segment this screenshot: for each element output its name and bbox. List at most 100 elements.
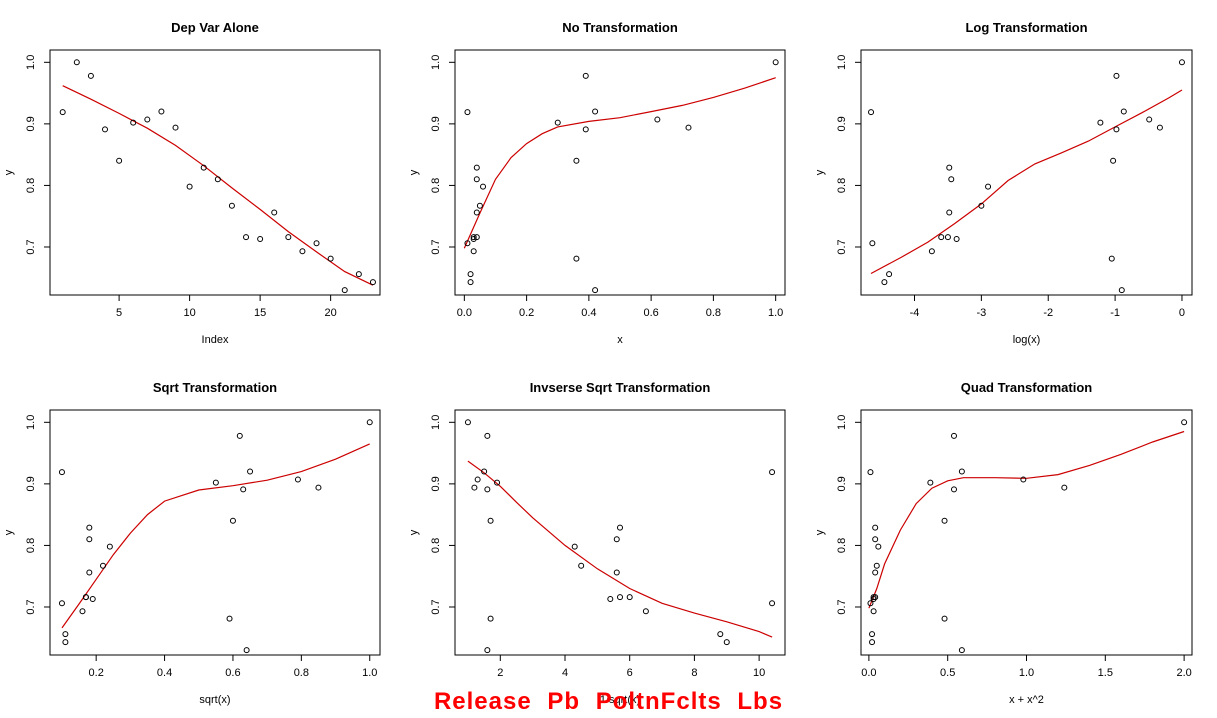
data-point	[366, 419, 373, 426]
x-tick-label: 0.6	[643, 307, 658, 319]
data-point	[228, 202, 235, 209]
data-point	[946, 164, 953, 171]
x-tick-label: 0.2	[519, 307, 534, 319]
data-point	[473, 234, 480, 241]
data-point	[872, 569, 879, 576]
y-tick-label: 1.0	[836, 415, 848, 430]
x-tick-label: 1.0	[1019, 667, 1034, 679]
x-tick-label: 20	[325, 307, 337, 319]
data-point	[582, 72, 589, 79]
plot-frame	[49, 49, 381, 296]
data-point	[867, 600, 874, 607]
y-tick-label: 1.0	[836, 55, 848, 70]
data-point	[271, 209, 278, 216]
data-point	[1110, 157, 1117, 164]
data-point	[571, 543, 578, 550]
y-tick-label: 0.8	[430, 538, 442, 553]
data-point	[341, 287, 348, 294]
smoother-line	[868, 430, 1185, 609]
y-axis-label: y	[408, 529, 420, 535]
data-point	[1108, 255, 1115, 262]
data-point	[494, 479, 501, 486]
x-axis-label: 1/sqrt(x)	[600, 694, 640, 706]
y-tick-label: 0.9	[430, 476, 442, 491]
data-point	[617, 524, 623, 531]
data-point	[1118, 287, 1125, 294]
data-point	[106, 543, 113, 550]
data-point	[881, 279, 888, 286]
smoother-line	[870, 89, 1183, 275]
panel-2: No Transformation x y 0.0 0.2 0.4 0.6 0.8 1.0 0.7…	[408, 20, 786, 346]
y-tick-label: 1.0	[25, 55, 37, 70]
data-point	[873, 562, 880, 569]
x-tick-label: -2	[1043, 307, 1053, 319]
plot-title: Invserse Sqrt Transformation	[530, 380, 711, 395]
data-point	[116, 157, 123, 164]
data-point	[958, 468, 965, 475]
data-point	[613, 536, 620, 543]
caption-text: Release Pb PoltnFclts Lbs	[433, 688, 784, 715]
x-tick-label: 0.4	[581, 307, 596, 319]
y-tick-label: 0.9	[430, 116, 442, 131]
x-tick-label: 15	[254, 307, 266, 319]
data-point	[102, 126, 108, 133]
y-axis-label: y	[814, 169, 826, 175]
data-point	[484, 486, 491, 493]
y-tick-label: 0.7	[25, 599, 37, 614]
data-point	[484, 432, 491, 439]
x-axis-label: x	[617, 334, 623, 346]
x-axis-label: log(x)	[1013, 334, 1041, 346]
x-tick-label: 8	[691, 667, 697, 679]
data-point	[464, 240, 471, 247]
data-point	[73, 59, 80, 66]
y-tick-label: 0.9	[836, 476, 848, 491]
data-point	[938, 234, 945, 241]
data-point	[243, 234, 250, 241]
x-tick-label: 2	[497, 667, 503, 679]
panel-1: Dep Var Alone Index y 5 10 15 20 0.7 0.8 0.9 1.0	[3, 20, 381, 346]
data-point	[685, 124, 692, 131]
data-point	[470, 235, 477, 242]
data-point	[928, 248, 935, 255]
data-point	[578, 562, 585, 569]
y-tick-label: 0.7	[836, 599, 848, 614]
data-point	[467, 271, 474, 278]
data-point	[476, 202, 483, 209]
data-point	[772, 59, 779, 66]
data-point	[473, 164, 480, 171]
data-point	[617, 594, 623, 601]
data-point	[941, 517, 948, 524]
y-tick-label: 0.7	[25, 239, 37, 254]
data-point	[869, 639, 876, 646]
data-point	[950, 486, 957, 493]
y-tick-label: 0.7	[430, 239, 442, 254]
panel-3: Log Transformation log(x) y -4 -3 -2 -1 0 0.7 0.8…	[814, 20, 1193, 346]
data-point	[654, 116, 661, 123]
data-point	[626, 594, 633, 601]
data-point	[470, 234, 477, 241]
data-point	[369, 279, 376, 286]
plot-title: No Transformation	[562, 20, 678, 35]
data-point	[642, 608, 649, 615]
data-point	[473, 176, 480, 183]
data-point	[247, 468, 254, 475]
x-tick-label: 0	[1179, 307, 1185, 319]
data-point	[79, 608, 86, 615]
x-tick-label: 0.8	[294, 667, 309, 679]
data-point	[257, 235, 264, 242]
x-tick-label: 4	[562, 667, 568, 679]
y-tick-label: 0.8	[25, 178, 37, 193]
data-point	[226, 615, 233, 622]
y-tick-label: 1.0	[25, 415, 37, 430]
data-point	[200, 164, 207, 171]
data-point	[946, 209, 953, 216]
data-point	[172, 124, 179, 131]
data-point	[869, 631, 876, 638]
data-point	[573, 157, 580, 164]
y-tick-label: 0.9	[25, 116, 37, 131]
data-point	[481, 468, 488, 475]
y-tick-label: 0.8	[836, 538, 848, 553]
data-point	[717, 631, 724, 638]
data-point	[868, 109, 875, 116]
smoother-line	[467, 460, 773, 638]
